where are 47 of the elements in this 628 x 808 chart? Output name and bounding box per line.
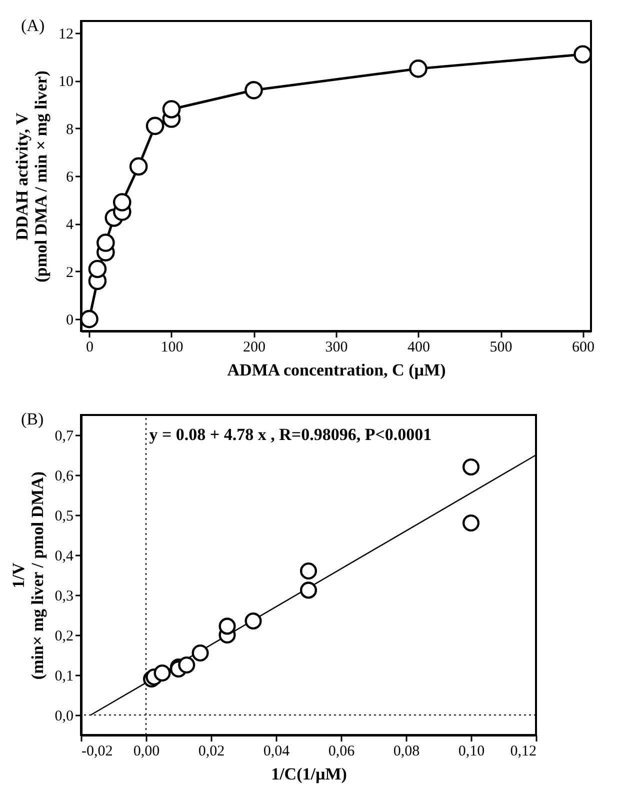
point [409, 60, 428, 78]
y-tick-label: 6 [66, 170, 74, 186]
y-tick-label: 0,7 [54, 428, 74, 444]
y-tick-label: 0,5 [54, 508, 74, 524]
y-tick-label: 0,1 [54, 668, 74, 684]
x-tick-label: 0,00 [133, 744, 160, 760]
y-tick-label: 4 [66, 217, 74, 234]
point [162, 100, 181, 118]
y-tick-label: 0,3 [54, 588, 74, 604]
x-tick-label: -0,02 [82, 744, 113, 760]
y-tick-label: 0,2 [54, 628, 74, 644]
annotation: y = 0.08 + 4.78 x , R=0.98096, P<0.0001 [149, 425, 432, 444]
x-tick-label: 0,02 [198, 744, 225, 760]
y-axis-title: DDAH activity, V (pmol DMA / min × mg liver) [12, 70, 50, 282]
y-tick-label: 2 [66, 264, 74, 281]
point [244, 81, 263, 100]
x-tick-label: 600 [572, 340, 595, 356]
x-tick-label: 0,12 [510, 744, 536, 760]
y-tick-label: 12 [58, 26, 74, 42]
x-tick-label: 300 [325, 340, 348, 356]
x-axis-title: ADMA concentration, C (µM) [227, 360, 446, 380]
chart-title: (B) [21, 410, 44, 428]
x-tick-label: 0 [86, 340, 94, 356]
x-tick-label: 500 [490, 340, 512, 356]
x-tick-label: 100 [160, 340, 184, 356]
point [96, 234, 115, 252]
y-tick-label: 8 [66, 122, 74, 138]
y-tick-label: 0,4 [54, 548, 74, 564]
x-axis-title: 1/C(1/µM) [271, 764, 347, 784]
y-tick-label: 0,6 [54, 468, 74, 484]
point [112, 193, 132, 212]
point [80, 310, 98, 328]
y-tick-label: 0 [66, 312, 74, 329]
point [88, 260, 107, 278]
x-tick-label: 0,06 [328, 744, 356, 760]
x-tick-label: 200 [242, 340, 266, 356]
y-tick-label: 10 [58, 74, 74, 90]
y-tick-label: 0,0 [54, 708, 74, 724]
point [574, 45, 592, 64]
x-tick-label: 0,10 [458, 744, 485, 760]
point [129, 157, 148, 176]
y-axis-title: 1/V (min× mg liver / pmol DMA) [8, 471, 47, 680]
chart-title: (A) [21, 16, 45, 35]
x-tick-label: 0,08 [393, 744, 420, 760]
x-tick-label: 400 [408, 340, 430, 356]
x-tick-label: 0,04 [263, 744, 290, 760]
point [146, 116, 164, 136]
